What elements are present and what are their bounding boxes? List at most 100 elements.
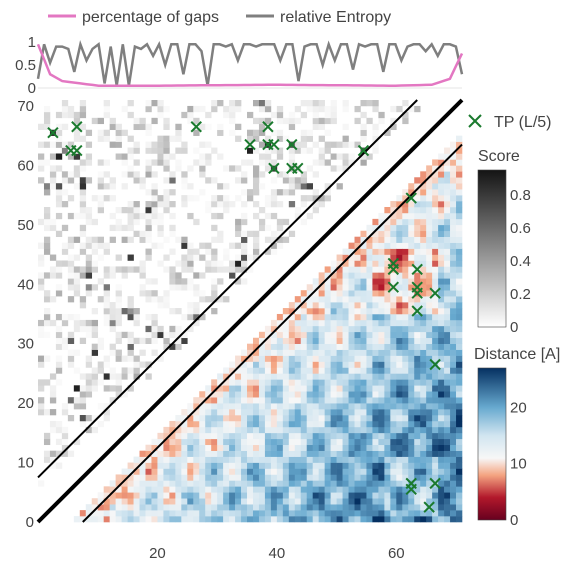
distance-cell xyxy=(348,486,355,493)
distance-cell xyxy=(402,224,409,232)
distance-cell xyxy=(276,486,284,493)
distance-cell xyxy=(450,236,457,243)
distance-cell xyxy=(264,415,272,422)
score-cell xyxy=(264,159,272,166)
score-cell xyxy=(73,284,81,291)
distance-cell xyxy=(270,504,278,511)
score-cell xyxy=(97,278,104,285)
score-cell xyxy=(67,177,75,184)
distance-cell xyxy=(258,397,266,404)
distance-cell xyxy=(205,462,212,469)
score-cell xyxy=(151,242,158,249)
score-cell xyxy=(55,284,63,291)
distance-cell xyxy=(217,486,224,493)
distance-cell xyxy=(426,432,433,440)
distance-cell xyxy=(330,385,337,392)
distance-cell xyxy=(456,177,463,184)
distance-cell xyxy=(306,397,313,404)
distance-cell xyxy=(366,266,373,273)
score-cell xyxy=(312,189,319,196)
score-cell xyxy=(372,123,379,131)
score-cell xyxy=(103,313,110,321)
distance-cell xyxy=(444,432,451,440)
score-cell xyxy=(145,171,152,178)
score-cell xyxy=(163,147,170,154)
distance-cell xyxy=(408,230,415,237)
distance-cell xyxy=(145,504,152,511)
distance-cell xyxy=(205,409,212,416)
distance-cell xyxy=(372,420,379,428)
distance-cell xyxy=(312,480,319,487)
tp-marker-stroke xyxy=(47,126,59,139)
distance-cell xyxy=(378,492,385,499)
distance-cell xyxy=(414,325,421,333)
distance-cell xyxy=(348,254,355,261)
distance-cell xyxy=(235,415,242,422)
score-cell xyxy=(193,319,200,327)
score-cell xyxy=(163,123,170,131)
distance-cell xyxy=(348,391,355,398)
distance-cell xyxy=(366,296,373,303)
distance-cell xyxy=(312,391,319,398)
distance-cell xyxy=(318,492,325,499)
score-cell xyxy=(252,129,260,136)
score-cell xyxy=(205,153,212,160)
distance-cell xyxy=(366,373,373,380)
score-cell xyxy=(49,319,57,327)
distance-cell xyxy=(318,296,325,303)
distance-cell xyxy=(408,474,415,481)
score-cell xyxy=(223,195,230,202)
score-cell xyxy=(187,302,194,309)
distance-cell xyxy=(444,480,451,487)
tp-marker xyxy=(387,281,400,293)
distance-cell xyxy=(450,498,457,505)
distance-cell xyxy=(360,230,367,237)
score-cell xyxy=(151,141,158,148)
distance-cell xyxy=(241,409,248,416)
distance-cell xyxy=(252,343,260,350)
distance-cell xyxy=(456,492,463,499)
score-cell xyxy=(193,129,200,136)
distance-cell xyxy=(456,415,463,422)
score-cell xyxy=(73,403,81,410)
score-cell xyxy=(103,290,110,297)
distance-cell xyxy=(330,415,337,422)
distance-cell xyxy=(372,331,379,339)
distance-cell xyxy=(294,349,302,356)
distance-cell xyxy=(432,516,439,523)
score-cell xyxy=(324,147,331,154)
distance-cell xyxy=(217,426,224,434)
distance-cell xyxy=(366,498,373,505)
distance-cell xyxy=(390,212,397,220)
score-cell xyxy=(133,308,140,315)
distance-cell xyxy=(378,516,385,523)
distance-cell xyxy=(294,432,302,440)
distance-cell xyxy=(187,474,194,481)
score-cell xyxy=(163,290,170,297)
score-cell xyxy=(115,206,122,214)
distance-cell xyxy=(384,355,391,362)
distance-cell xyxy=(390,373,397,380)
score-cell xyxy=(79,177,87,184)
score-cell xyxy=(402,100,409,107)
distance-cell xyxy=(306,367,313,374)
distance-cell xyxy=(396,230,403,237)
distance-cell xyxy=(426,284,433,291)
distance-cell xyxy=(270,456,278,463)
score-cell xyxy=(103,302,110,309)
distance-cell xyxy=(205,480,212,487)
distance-cell xyxy=(336,432,343,440)
score-cell xyxy=(91,343,99,350)
distance-cell xyxy=(456,278,463,285)
distance-cell xyxy=(372,397,379,404)
distance-cell xyxy=(288,367,296,374)
distance-cell xyxy=(91,510,99,517)
score-cell xyxy=(127,296,134,303)
distance-cell xyxy=(372,498,379,505)
distance-cell xyxy=(282,385,290,392)
distance-cell xyxy=(235,480,242,487)
distance-cell xyxy=(402,492,409,499)
score-cell xyxy=(324,183,331,190)
distance-cell xyxy=(97,498,104,505)
distance-cell xyxy=(229,480,236,487)
